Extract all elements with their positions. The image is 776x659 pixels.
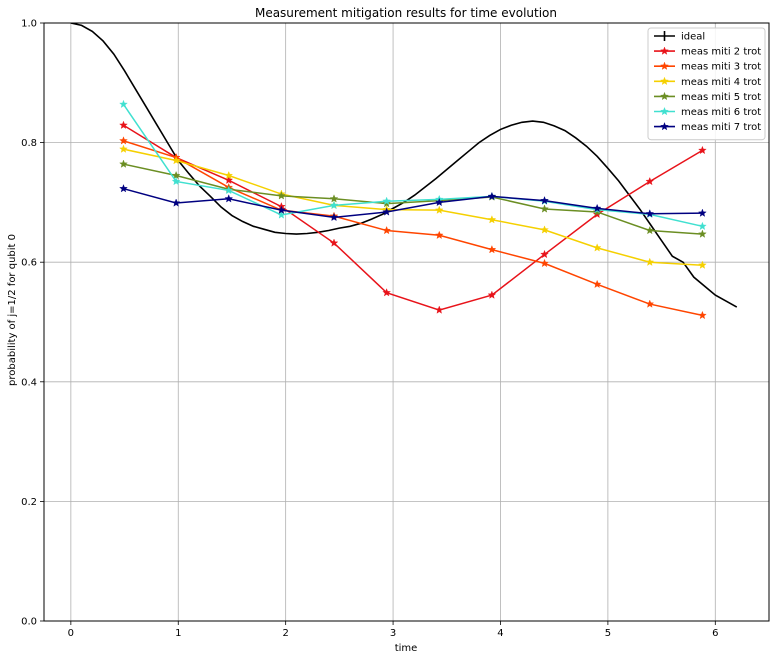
y-tick-label: 0.2 (21, 497, 37, 508)
x-tick-label: 0 (68, 628, 74, 639)
data-point (698, 229, 707, 238)
legend-label: meas miti 6 trot (681, 107, 761, 118)
data-point (224, 175, 234, 184)
data-point (592, 279, 602, 289)
data-point (434, 197, 444, 207)
data-point (487, 215, 497, 224)
data-point (382, 196, 391, 205)
plot-area (70, 23, 738, 320)
x-tick-label: 1 (175, 628, 181, 639)
series-line-5-trot (123, 163, 703, 235)
legend-marker (660, 76, 669, 85)
data-point (540, 196, 549, 205)
data-point (487, 290, 497, 299)
x-tick-label: 4 (497, 628, 503, 639)
data-point (698, 145, 707, 155)
legend-marker (660, 106, 669, 116)
data-point (119, 184, 128, 193)
data-point (119, 159, 128, 168)
y-axis-label: probability of j=1/2 for qubit 0 (7, 234, 18, 386)
data-point (119, 120, 128, 129)
data-point (224, 194, 234, 203)
data-point (434, 305, 444, 314)
x-tick-label: 2 (282, 628, 288, 639)
data-point (329, 200, 339, 210)
legend-marker (660, 122, 669, 131)
data-point (698, 260, 707, 269)
data-point (540, 204, 549, 213)
y-tick-label: 0.8 (21, 138, 37, 149)
legend-marker (660, 91, 669, 101)
data-point (434, 230, 444, 239)
data-point (540, 249, 549, 259)
legend-label: meas miti 2 trot (681, 47, 761, 58)
legend-label: meas miti 5 trot (681, 92, 761, 103)
data-point (119, 99, 128, 109)
data-point (382, 225, 391, 235)
data-point (645, 176, 655, 186)
data-point (540, 258, 549, 268)
data-point (329, 194, 339, 203)
data-point (171, 176, 181, 186)
y-tick-label: 0.0 (21, 617, 37, 628)
x-axis-label: time (395, 643, 418, 654)
data-point (382, 288, 391, 297)
legend: ideal meas miti 2 trot meas miti 3 trot mea… (647, 27, 766, 141)
series-line-7-trot (123, 187, 703, 219)
series-line-6-trot (122, 103, 703, 228)
y-tick-label: 1.0 (21, 19, 37, 30)
data-point (224, 185, 234, 195)
data-point (487, 191, 497, 201)
x-tick-label: 5 (605, 628, 611, 639)
data-point (119, 136, 128, 145)
data-point (382, 207, 391, 216)
series-layer (70, 23, 738, 320)
data-point (329, 238, 339, 247)
legend-label: meas miti 3 trot (681, 62, 761, 73)
x-tick-label: 6 (712, 628, 718, 639)
data-point (277, 205, 286, 214)
data-point (592, 207, 602, 216)
y-tick-label: 0.4 (21, 377, 37, 388)
data-point (119, 144, 128, 153)
y-tick-label: 0.6 (21, 258, 37, 269)
data-point (645, 299, 655, 308)
data-point (698, 221, 707, 231)
legend-box (647, 27, 766, 141)
data-point (487, 245, 497, 254)
data-point (171, 155, 181, 165)
x-tick-label: 3 (390, 628, 396, 639)
legend-label: meas miti 7 trot (681, 122, 761, 133)
series-line-3-trot (123, 140, 703, 317)
data-point (382, 199, 391, 208)
data-point (592, 243, 602, 252)
series-line-4-trot (123, 148, 703, 266)
data-point (645, 209, 655, 218)
legend-label: meas miti 4 trot (681, 77, 761, 88)
ticks: 0 1 2 3 4 5 6 0.0 0.2 0.4 0.6 0.8 1.0 (21, 19, 718, 640)
plot-frame (43, 22, 770, 622)
legend-marker (660, 46, 669, 55)
data-point (698, 208, 707, 217)
data-point (277, 210, 286, 219)
legend-label: ideal (681, 32, 705, 43)
data-point (540, 225, 549, 234)
chart-title: Measurement mitigation results for time … (255, 6, 557, 20)
data-point (277, 191, 286, 200)
data-point (645, 225, 655, 235)
data-point (698, 310, 707, 320)
data-point (329, 212, 339, 222)
data-point (224, 170, 234, 180)
data-point (645, 257, 655, 266)
legend-marker (660, 61, 669, 70)
data-point (171, 198, 181, 207)
data-point (592, 203, 602, 213)
data-point (434, 205, 444, 214)
